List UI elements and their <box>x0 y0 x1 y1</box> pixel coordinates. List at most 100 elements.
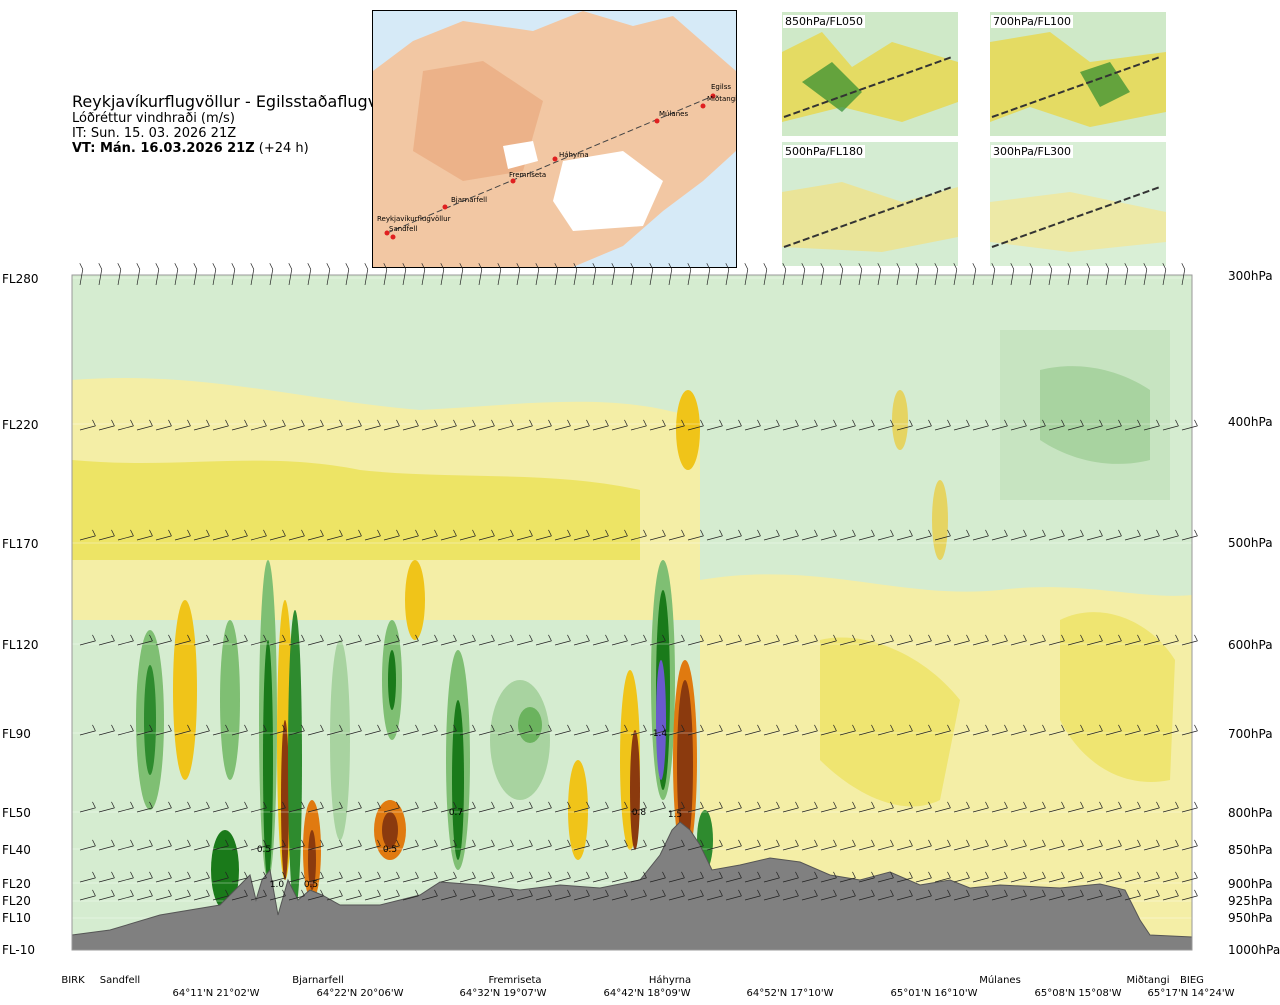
wind-barb <box>649 877 666 883</box>
wind-barb-feather <box>871 839 875 847</box>
wind-barb-feather <box>1061 529 1065 537</box>
wind-barb-feather <box>377 634 381 642</box>
wind-barb <box>630 845 647 851</box>
wind-barb-feather <box>1194 889 1198 897</box>
wind-barb <box>231 269 236 286</box>
wind-barb <box>592 845 609 851</box>
plot-frame <box>71 274 1193 951</box>
wind-barb-feather <box>554 263 559 270</box>
wind-barb <box>440 269 445 286</box>
wind-barb-feather <box>586 724 590 732</box>
wind-barb <box>592 730 609 736</box>
wind-barb-feather <box>225 634 229 642</box>
wind-barb-feather <box>225 871 229 879</box>
wind-barb <box>421 730 438 736</box>
wind-barb-feather <box>396 871 400 879</box>
wind-barb-feather <box>776 839 780 847</box>
wind-barb-feather <box>472 801 476 809</box>
wind-barb <box>212 807 229 813</box>
wind-barb <box>1162 535 1179 541</box>
wind-barb-feather <box>757 871 761 879</box>
wind-barb-feather <box>1143 263 1148 270</box>
mini-map-300-svg <box>990 142 1166 266</box>
wind-barb-feather <box>1118 801 1122 809</box>
wind-barb-feather <box>966 529 970 537</box>
wind-barb <box>155 877 172 883</box>
wind-barb <box>98 845 115 851</box>
wind-barb <box>402 730 419 736</box>
wind-barb-feather <box>111 839 115 847</box>
wind-barb <box>421 269 426 286</box>
wind-barb-feather <box>624 419 628 427</box>
wind-barb <box>345 640 362 646</box>
wind-barb-feather <box>529 419 533 427</box>
wind-barb <box>706 535 723 541</box>
wind-barb <box>1029 895 1046 901</box>
wind-barb <box>250 425 267 431</box>
wind-barb <box>1067 535 1084 541</box>
wind-barb-feather <box>801 263 806 270</box>
wind-barb <box>136 895 153 901</box>
mini-map-label: 850hPa/FL050 <box>783 15 866 28</box>
wind-barb-feather <box>1118 839 1122 847</box>
wind-barb-feather <box>301 801 305 809</box>
wind-barb <box>1010 895 1027 901</box>
wind-barb <box>326 425 343 431</box>
wind-barb <box>953 269 958 286</box>
wind-barb <box>877 807 894 813</box>
wind-barb <box>174 877 191 883</box>
wind-barb <box>269 269 274 286</box>
wind-barb-feather <box>820 263 825 270</box>
wind-barb <box>402 877 419 883</box>
wind-barb <box>744 895 761 901</box>
wind-barb-feather <box>1118 634 1122 642</box>
wind-barb-feather <box>725 263 730 270</box>
wind-barb-feather <box>1042 724 1046 732</box>
wind-barb-feather <box>1175 839 1179 847</box>
coordinate-label: 64°42'N 18°09'W <box>603 988 691 999</box>
wind-barb <box>326 845 343 851</box>
wind-barb <box>953 535 970 541</box>
mini-map-300: 300hPa/FL300 <box>990 142 1166 266</box>
mini-map-500: 500hPa/FL180 <box>782 142 958 266</box>
wind-barb <box>1029 425 1046 431</box>
wind-barb-feather <box>187 889 191 897</box>
wind-barb <box>459 640 476 646</box>
wind-barb <box>858 807 875 813</box>
wind-barb-feather <box>529 801 533 809</box>
wind-barb <box>98 640 115 646</box>
wind-barb <box>782 425 799 431</box>
wind-barb-feather <box>662 889 666 897</box>
wind-barb-feather <box>225 529 229 537</box>
wind-barb <box>915 730 932 736</box>
wind-barb-feather <box>852 724 856 732</box>
route-point <box>390 234 396 240</box>
wind-barb <box>440 877 457 883</box>
hpa-label: 300hPa <box>1228 269 1273 283</box>
wind-barb <box>231 845 248 851</box>
wind-barb <box>820 269 825 286</box>
wind-barb <box>250 807 267 813</box>
wind-barb <box>782 895 799 901</box>
wind-barb <box>706 269 711 286</box>
wind-barb-feather <box>1061 724 1065 732</box>
wind-barb <box>79 807 96 813</box>
wind-barb-feather <box>529 889 533 897</box>
wind-barb <box>497 845 514 851</box>
wind-barb <box>478 269 483 286</box>
wind-barb-feather <box>231 263 236 270</box>
wind-barb <box>136 877 153 883</box>
wind-barb-feather <box>396 634 400 642</box>
mini-map-500-svg <box>782 142 958 266</box>
wind-barb-feather <box>719 871 723 879</box>
wind-barb-feather <box>1080 801 1084 809</box>
wind-barb-feather <box>700 801 704 809</box>
wind-barb-feather <box>339 801 343 809</box>
wind-barb-feather <box>206 529 210 537</box>
wind-barb <box>136 845 153 851</box>
wind-barb <box>250 640 267 646</box>
wind-barb <box>1143 269 1148 286</box>
wind-barb-feather <box>301 839 305 847</box>
route-point-label: Múlanes <box>659 110 688 118</box>
